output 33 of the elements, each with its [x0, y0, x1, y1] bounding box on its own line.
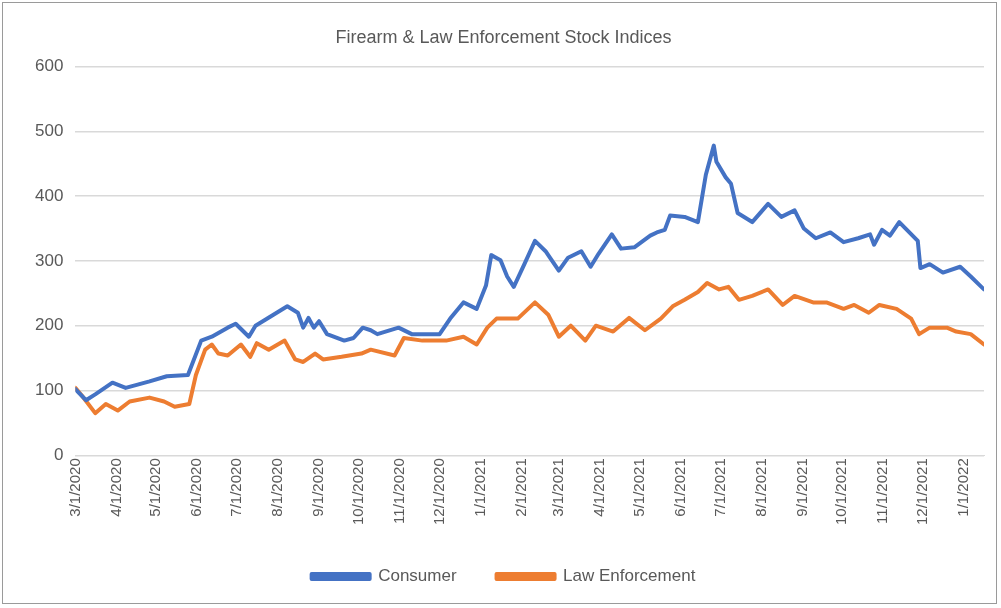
x-tick-label: 7/1/2020 [227, 458, 245, 517]
legend-label: Consumer [378, 566, 457, 586]
x-tick-label: 12/1/2020 [429, 458, 447, 525]
y-tick-label: 200 [34, 315, 64, 335]
y-tick-label: 600 [34, 56, 64, 76]
y-tick-label: 100 [34, 380, 64, 400]
x-tick-label: 6/1/2020 [187, 458, 205, 517]
x-tick-label: 7/1/2021 [710, 458, 728, 517]
x-tick-label: 11/1/2020 [390, 458, 408, 524]
y-tick-label: 400 [34, 185, 64, 205]
x-tick-label: 5/1/2021 [629, 458, 647, 517]
x-tick-label: 4/1/2020 [106, 458, 124, 517]
legend-label: Law Enforcement [563, 566, 696, 586]
x-tick-label: 8/1/2021 [751, 458, 769, 517]
x-tick-label: 2/1/2021 [511, 458, 529, 517]
y-tick-label: 300 [34, 250, 64, 270]
x-tick-label: 8/1/2020 [268, 458, 286, 517]
chart-title: Firearm & Law Enforcement Stock Indices [335, 26, 672, 47]
y-tick-label: 500 [34, 121, 64, 141]
x-tick-label: 10/1/2020 [348, 458, 366, 525]
x-tick-label: 12/1/2021 [913, 458, 931, 525]
x-tick-label: 5/1/2020 [146, 458, 164, 517]
x-tick-label: 6/1/2021 [670, 458, 688, 517]
x-tick-label: 4/1/2021 [590, 458, 608, 517]
x-tick-label: 1/1/2022 [954, 458, 972, 517]
y-tick-label: 0 [53, 444, 64, 464]
x-tick-label: 9/1/2021 [792, 458, 810, 517]
x-tick-label: 9/1/2020 [309, 458, 327, 517]
x-tick-label: 3/1/2021 [548, 458, 566, 517]
x-tick-label: 11/1/2021 [873, 458, 891, 524]
x-tick-label: 1/1/2021 [470, 458, 488, 517]
x-tick-label: 3/1/2020 [65, 458, 83, 517]
x-tick-label: 10/1/2021 [832, 458, 850, 525]
